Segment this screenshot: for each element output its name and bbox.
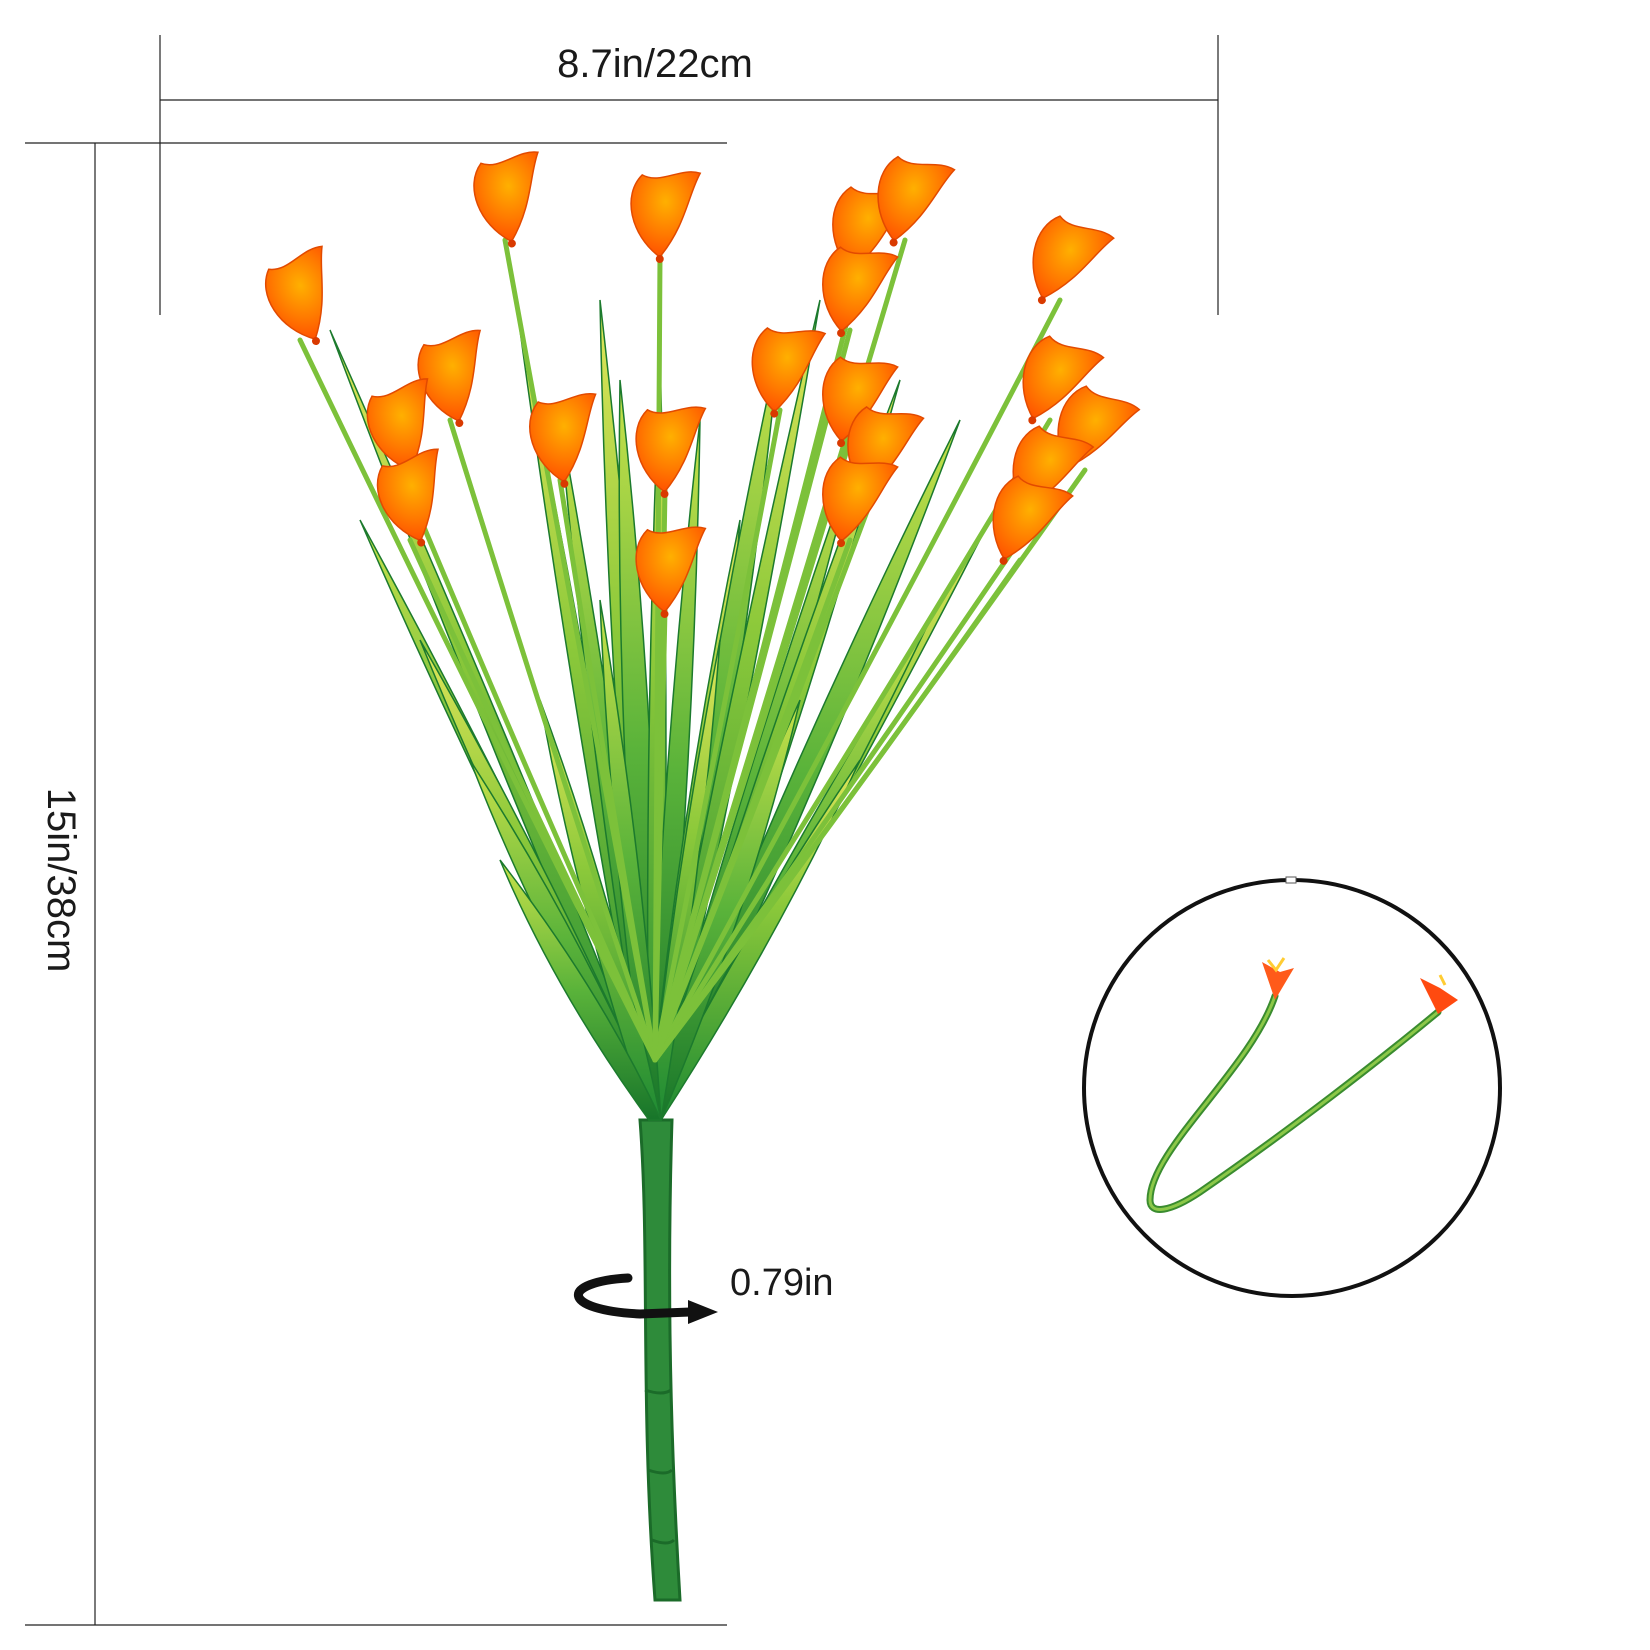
leaf [599, 599, 662, 1121]
calla-lily-flower [751, 327, 827, 418]
flower-stem [407, 537, 658, 1063]
calla-lily-flower [529, 392, 597, 488]
calla-lily-flower [630, 171, 702, 263]
width-label: 8.7in/22cm [557, 42, 753, 86]
calla-lily-flower [635, 406, 707, 498]
stem-bundle [638, 1118, 682, 1602]
height-dimension [25, 142, 727, 1626]
flower-stem [652, 407, 783, 1063]
calla-lily-flower [822, 456, 899, 548]
calla-lily-flower [822, 356, 899, 448]
flower-stem [652, 327, 853, 1063]
inset-flower-1 [1262, 957, 1294, 1000]
calla-lily-flower [376, 448, 439, 547]
calla-lily-flower [822, 246, 899, 338]
flower-stem [652, 437, 853, 1063]
calla-lily-flower [1032, 215, 1115, 305]
calla-lily-flower [635, 526, 707, 618]
flower-stem [447, 417, 658, 1063]
flower-stem [652, 557, 1023, 1063]
calla-lily-flower [264, 245, 323, 345]
width-dimension [159, 35, 1219, 315]
flower-stem [557, 477, 658, 1063]
calla-lily-flower [992, 475, 1074, 565]
calla-lily-flower [877, 155, 956, 247]
flower-stem [652, 297, 1063, 1063]
height-label: 15in/38cm [39, 788, 83, 973]
stem-detail-inset [1082, 876, 1502, 1298]
stem-diameter-label: 0.79in [730, 1262, 834, 1304]
inset-flower-2 [1420, 974, 1458, 1014]
rotation-arrow-icon [574, 1273, 718, 1324]
flower-stem [397, 467, 658, 1063]
leaf [499, 859, 663, 1121]
flower-stem [652, 537, 853, 1063]
calla-lily-flower [473, 151, 539, 248]
flower-stem [652, 607, 668, 1063]
calla-lily-flower [1022, 335, 1105, 425]
calla-lily-bouquet [264, 151, 1141, 1602]
